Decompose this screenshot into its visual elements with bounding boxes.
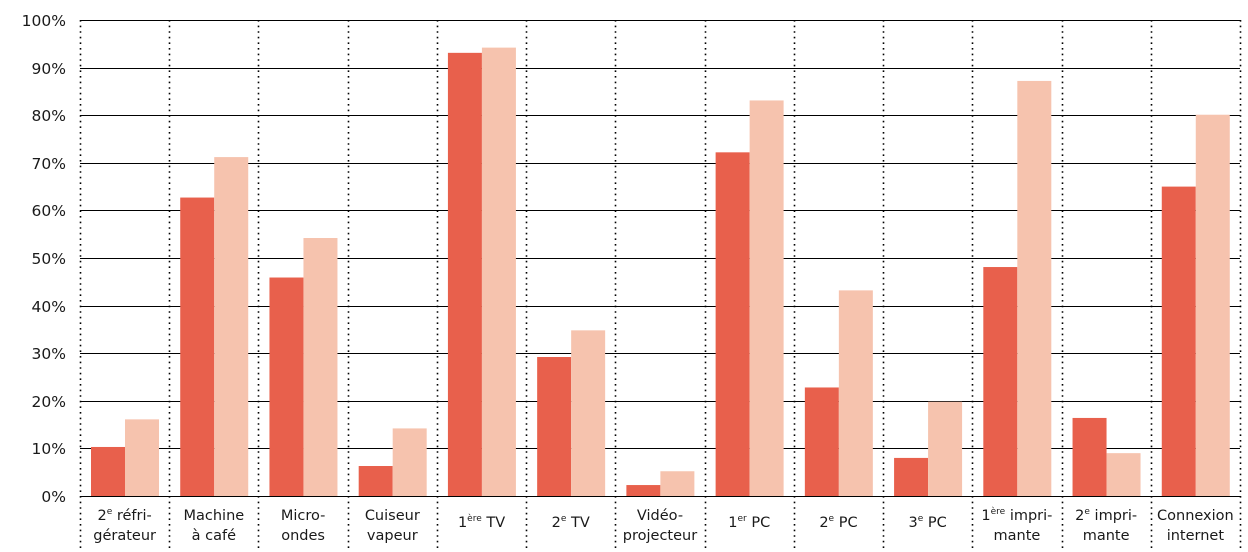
y-tick-label: 40%: [32, 298, 66, 316]
y-tick-label: 70%: [32, 155, 66, 173]
bar: [839, 290, 873, 496]
y-tick-label: 30%: [32, 345, 66, 363]
x-tick-label: 1ère impri-: [981, 506, 1052, 524]
bar: [482, 48, 516, 496]
bar: [448, 53, 482, 496]
bar: [928, 402, 962, 496]
bar: [1017, 81, 1051, 496]
bar: [303, 238, 337, 496]
x-tick-label: internet: [1167, 528, 1225, 544]
x-tick-label: 1ère TV: [458, 513, 505, 531]
bar: [660, 471, 694, 496]
bar: [1162, 187, 1196, 496]
x-tick-label: 2e TV: [552, 514, 590, 531]
x-tick-label: mante: [1083, 528, 1130, 544]
x-tick-label: Micro-: [281, 508, 326, 524]
x-tick-label: Vidéo-: [637, 508, 683, 524]
bar: [750, 100, 784, 496]
x-tick-label: mante: [994, 528, 1041, 544]
x-tick-label: ondes: [281, 528, 325, 544]
x-tick-label: Connexion: [1157, 508, 1234, 524]
bar: [180, 198, 214, 496]
bar: [393, 428, 427, 496]
bar: [359, 466, 393, 496]
y-tick-label: 60%: [32, 202, 66, 220]
x-tick-label: 1er PC: [728, 514, 770, 531]
x-tick-label: à café: [192, 528, 236, 544]
x-tick-label: projecteur: [623, 528, 697, 544]
bar: [125, 419, 159, 496]
y-tick-label: 20%: [32, 393, 66, 411]
bar: [1196, 115, 1230, 496]
x-tick-label: 2e réfri-: [97, 507, 151, 524]
bar: [269, 278, 303, 496]
y-tick-label: 100%: [22, 12, 66, 30]
y-tick-label: 50%: [32, 250, 66, 268]
y-tick-label: 0%: [41, 488, 66, 506]
bars: [91, 48, 1230, 496]
x-tick-label: Cuiseur: [365, 508, 420, 524]
bar: [214, 157, 248, 496]
x-tick-label: vapeur: [367, 528, 418, 544]
x-tick-label: gérateur: [93, 528, 156, 544]
bar: [1107, 453, 1141, 496]
bar: [894, 458, 928, 496]
bar: [537, 357, 571, 496]
y-tick-label: 80%: [32, 107, 66, 125]
x-tick-label: Machine: [183, 508, 244, 524]
bar: [91, 447, 125, 496]
y-axis: 0% 10% 20% 30% 40% 50% 60% 70% 80% 90% 100%: [22, 12, 66, 506]
bar: [716, 152, 750, 496]
y-tick-label: 10%: [32, 440, 66, 458]
bar: [805, 387, 839, 496]
bar: [571, 330, 605, 496]
x-tick-label: 3e PC: [909, 514, 947, 531]
y-tick-label: 90%: [32, 60, 66, 78]
x-tick-label: 2e PC: [819, 514, 857, 531]
x-tick-label: 2e impri-: [1075, 507, 1137, 524]
bar: [983, 267, 1017, 496]
bar: [626, 485, 660, 496]
grid: [80, 21, 1240, 497]
bar: [1073, 418, 1107, 496]
